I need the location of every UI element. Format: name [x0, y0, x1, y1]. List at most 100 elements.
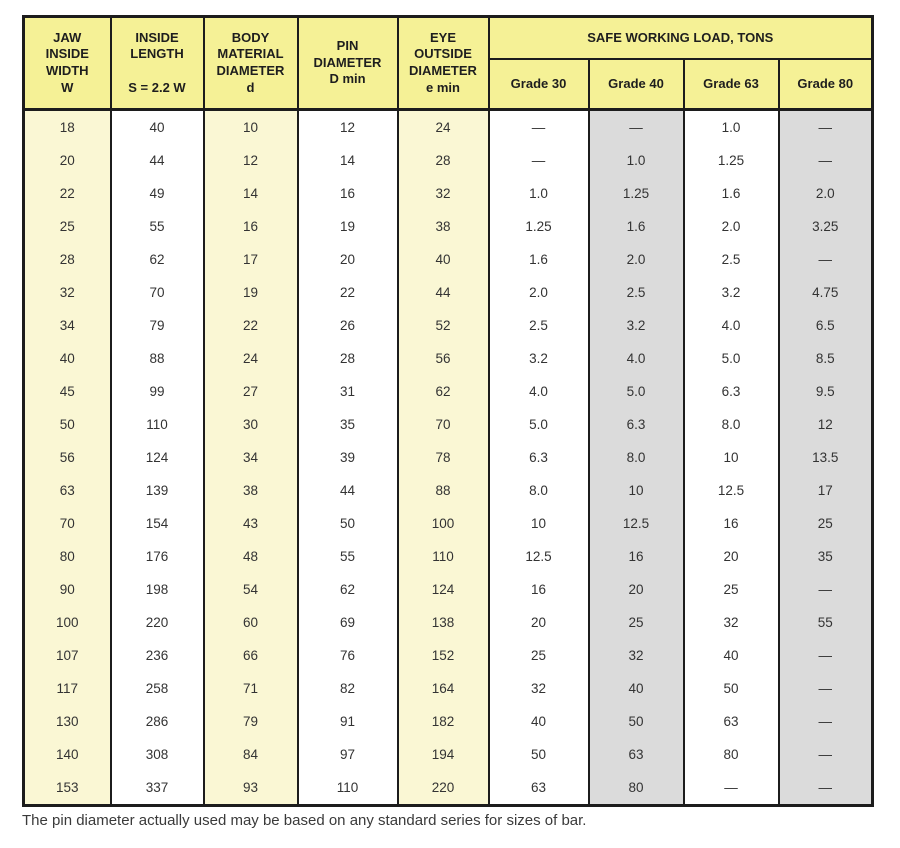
table-cell: 82: [296, 672, 399, 705]
table-cell: —: [777, 738, 874, 771]
table-cell: 6.3: [487, 441, 590, 474]
table-cell: 100: [396, 507, 490, 540]
table-cell: 308: [109, 738, 205, 771]
header-row-grades: Grade 30 Grade 40 Grade 63 Grade 80: [24, 58, 874, 111]
table-cell: 14: [296, 144, 399, 177]
table-cell: 62: [396, 375, 490, 408]
table-cell: 50: [682, 672, 780, 705]
table-cell: 20: [587, 573, 685, 606]
table-cell: 6.5: [777, 309, 874, 342]
col-header-grade-80: Grade 80: [777, 58, 874, 111]
table-cell: 26: [296, 309, 399, 342]
col-header-grade-40: Grade 40: [587, 58, 685, 111]
table-cell: 28: [296, 342, 399, 375]
table-cell: 40: [487, 705, 590, 738]
table-cell: 8.0: [682, 408, 780, 441]
table-cell: 110: [296, 771, 399, 806]
table-cell: 130: [22, 705, 112, 738]
table-cell: 4.75: [777, 276, 874, 309]
table-cell: 32: [587, 639, 685, 672]
table-cell: 1.0: [587, 144, 685, 177]
table-cell: 1.0: [487, 177, 590, 210]
table-cell: 22: [202, 309, 299, 342]
table-cell: 20: [682, 540, 780, 573]
table-row: 40 88 24 28 56 3.2 4.0 5.0 8.5: [22, 342, 874, 375]
table-cell: 1.6: [682, 177, 780, 210]
col-header-body-material-diameter: BODY MATERIAL DIAMETER d: [202, 15, 299, 111]
table-cell: 4.0: [487, 375, 590, 408]
table-cell: 44: [109, 144, 205, 177]
table-cell: 138: [396, 606, 490, 639]
table-cell: 1.25: [587, 177, 685, 210]
table-cell: —: [777, 705, 874, 738]
table-cell: 56: [396, 342, 490, 375]
col-header-jaw-inside-width: JAW INSIDE WIDTH W: [22, 15, 112, 111]
table-cell: 1.25: [487, 210, 590, 243]
table-cell: 25: [587, 606, 685, 639]
table-cell: 10: [587, 474, 685, 507]
table-cell: —: [777, 573, 874, 606]
table-cell: 107: [22, 639, 112, 672]
table-cell: 99: [109, 375, 205, 408]
table-cell: 40: [109, 109, 205, 144]
table-cell: 140: [22, 738, 112, 771]
table-cell: 50: [487, 738, 590, 771]
table-cell: 14: [202, 177, 299, 210]
table-row: 80 176 48 55 110 12.5 16 20 35: [22, 540, 874, 573]
table-cell: 182: [396, 705, 490, 738]
table-cell: —: [777, 243, 874, 276]
table-cell: 9.5: [777, 375, 874, 408]
table-cell: 1.6: [487, 243, 590, 276]
col-header-grade-30: Grade 30: [487, 58, 590, 111]
table-cell: 50: [22, 408, 112, 441]
table-cell: 8.5: [777, 342, 874, 375]
table-cell: 25: [777, 507, 874, 540]
table-row: 70 154 43 50 100 10 12.5 16 25: [22, 507, 874, 540]
table-cell: 20: [22, 144, 112, 177]
table-cell: 55: [296, 540, 399, 573]
table-cell: 2.5: [587, 276, 685, 309]
table-row: 32 70 19 22 44 2.0 2.5 3.2 4.75: [22, 276, 874, 309]
table-row: 45 99 27 31 62 4.0 5.0 6.3 9.5: [22, 375, 874, 408]
table-row: 117 258 71 82 164 32 40 50—: [22, 672, 874, 705]
table-cell: 55: [777, 606, 874, 639]
table-cell: 38: [396, 210, 490, 243]
table-cell: 40: [396, 243, 490, 276]
shackle-dimensions-table: JAW INSIDE WIDTH W INSIDE LENGTH S = 2.2…: [22, 15, 874, 807]
table-cell: 60: [202, 606, 299, 639]
table-cell: 52: [396, 309, 490, 342]
table-cell: 97: [296, 738, 399, 771]
table-cell: 10: [682, 441, 780, 474]
table-cell: 28: [396, 144, 490, 177]
table-cell: 124: [109, 441, 205, 474]
table-cell: 5.0: [587, 375, 685, 408]
table-cell: 154: [109, 507, 205, 540]
table-cell: 10: [202, 109, 299, 144]
table-cell: 12.5: [587, 507, 685, 540]
table-cell: 6.3: [587, 408, 685, 441]
table-cell: 25: [682, 573, 780, 606]
table-row: 20 44 12 14 28—1.0 1.25—: [22, 144, 874, 177]
table-cell: 22: [22, 177, 112, 210]
table-cell: 50: [296, 507, 399, 540]
table-cell: 56: [22, 441, 112, 474]
table-cell: —: [777, 109, 874, 144]
table-cell: 16: [202, 210, 299, 243]
col-header-grade-63: Grade 63: [682, 58, 780, 111]
table-cell: 25: [487, 639, 590, 672]
table-cell: 16: [682, 507, 780, 540]
table-cell: 17: [777, 474, 874, 507]
table-cell: 80: [682, 738, 780, 771]
table-cell: 2.0: [587, 243, 685, 276]
table-cell: 49: [109, 177, 205, 210]
table-cell: 76: [296, 639, 399, 672]
table-cell: 1.0: [682, 109, 780, 144]
table-cell: 2.5: [682, 243, 780, 276]
table-cell: 70: [396, 408, 490, 441]
table-cell: 32: [22, 276, 112, 309]
col-header-eye-outside-diameter: EYE OUTSIDE DIAMETER e min: [396, 15, 490, 111]
shackle-dimensions-table-wrap: JAW INSIDE WIDTH W INSIDE LENGTH S = 2.2…: [22, 15, 874, 807]
table-row: 18 40 10 12 24— —1.0—: [22, 109, 874, 144]
table-body: 18 40 10 12 24— —1.0—20 44 12 14 28—1.0 1.25—22 49 1…: [22, 109, 874, 806]
table-cell: 84: [202, 738, 299, 771]
